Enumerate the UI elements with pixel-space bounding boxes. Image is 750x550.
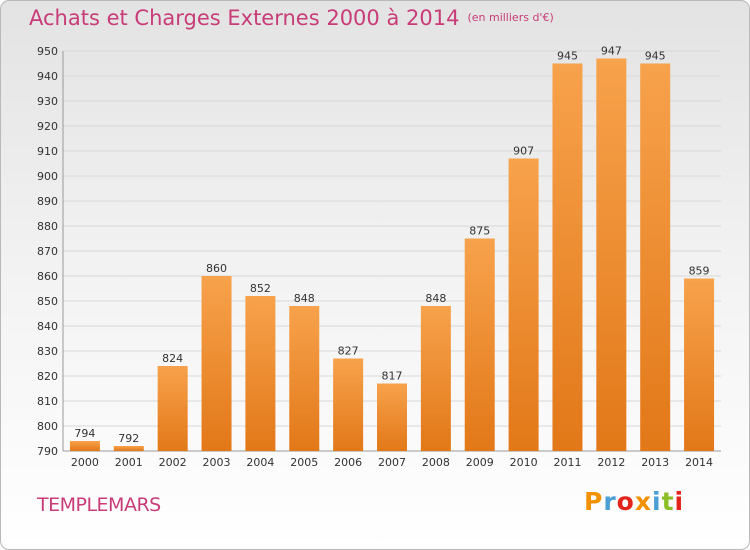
x-tick-label: 2001 (115, 456, 143, 469)
chart-subtitle: (en milliers d'€) (467, 11, 554, 24)
x-tick-label: 2000 (71, 456, 99, 469)
x-tick-label: 2010 (510, 456, 538, 469)
bar-2007 (377, 383, 407, 451)
logo-letter: i (652, 487, 662, 516)
y-tick-label: 850 (37, 295, 58, 308)
bar-value-label: 875 (469, 225, 490, 238)
proxiti-logo: Proxiti (584, 487, 684, 516)
y-tick-label: 830 (37, 345, 58, 358)
y-tick-label: 920 (37, 120, 58, 133)
bar-2003 (201, 276, 232, 451)
chart-title-text: Achats et Charges Externes 2000 à 2014 (29, 6, 460, 30)
bar-value-label: 907 (513, 145, 534, 158)
x-tick-label: 2004 (246, 456, 274, 469)
x-tick-label: 2012 (597, 456, 625, 469)
logo-letter: x (634, 487, 652, 516)
bar-2005 (289, 306, 320, 451)
bar-value-label: 792 (118, 432, 139, 445)
x-tick-label: 2009 (466, 456, 494, 469)
bar-2013 (640, 63, 671, 451)
y-tick-label: 840 (37, 320, 58, 333)
bar-2001 (113, 446, 144, 451)
y-tick-label: 790 (37, 445, 58, 458)
y-tick-label: 860 (37, 270, 58, 283)
bar-2002 (157, 366, 188, 451)
x-tick-label: 2005 (290, 456, 318, 469)
y-tick-label: 900 (37, 170, 58, 183)
bar-value-label: 848 (425, 292, 446, 305)
x-tick-label: 2003 (203, 456, 231, 469)
y-tick-label: 870 (37, 245, 58, 258)
y-tick-label: 890 (37, 195, 58, 208)
bar-value-label: 945 (557, 50, 578, 63)
bar-2009 (464, 238, 495, 451)
x-tick-label: 2014 (685, 456, 713, 469)
bar-2006 (333, 358, 364, 451)
y-tick-label: 930 (37, 95, 58, 108)
bar-value-label: 794 (74, 427, 95, 440)
bar-value-label: 827 (338, 345, 359, 358)
y-tick-label: 810 (37, 395, 58, 408)
y-tick-label: 800 (37, 420, 58, 433)
x-tick-label: 2008 (422, 456, 450, 469)
bar-2012 (596, 58, 627, 451)
city-label: TEMPLEMARS (37, 494, 161, 516)
x-tick-label: 2006 (334, 456, 362, 469)
y-tick-label: 950 (37, 45, 58, 58)
bar-2014 (684, 278, 715, 451)
bar-2011 (552, 63, 583, 451)
y-tick-label: 910 (37, 145, 58, 158)
bar-value-label: 852 (250, 282, 271, 295)
y-tick-label: 940 (37, 70, 58, 83)
logo-letter: P (584, 487, 604, 516)
x-tick-label: 2002 (159, 456, 187, 469)
bar-value-label: 947 (601, 45, 622, 58)
bar-value-label: 860 (206, 262, 227, 275)
bar-value-label: 859 (689, 265, 710, 278)
bar-value-label: 824 (162, 352, 183, 365)
bar-value-label: 945 (645, 50, 666, 63)
y-tick-label: 880 (37, 220, 58, 233)
logo-letter: i (674, 487, 685, 516)
x-tick-label: 2013 (641, 456, 669, 469)
logo-letter: r (603, 487, 617, 516)
bar-2004 (245, 296, 276, 451)
bar-value-label: 848 (294, 292, 315, 305)
bar-2000 (69, 441, 100, 451)
bar-2010 (508, 158, 539, 451)
chart-title: Achats et Charges Externes 2000 à 2014 (e… (29, 6, 554, 30)
y-tick-label: 820 (37, 370, 58, 383)
bar-value-label: 817 (382, 370, 403, 383)
x-tick-label: 2011 (553, 456, 581, 469)
logo-letter: t (661, 487, 675, 516)
logo-letter: o (616, 487, 635, 516)
x-tick-label: 2007 (378, 456, 406, 469)
bar-2008 (420, 306, 451, 451)
